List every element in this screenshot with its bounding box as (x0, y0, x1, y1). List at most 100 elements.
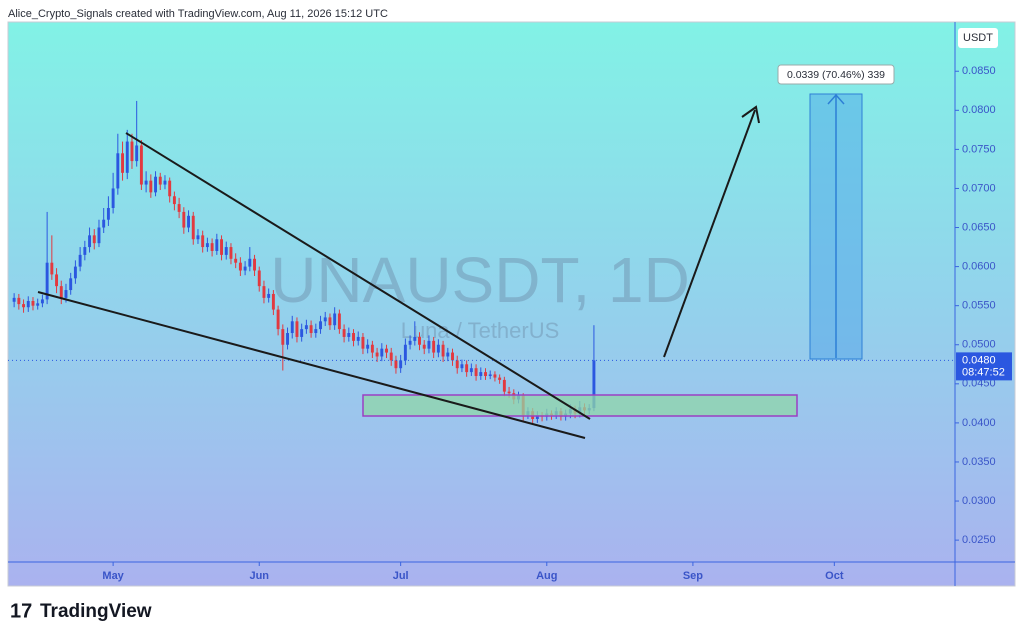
y-tick-label: 0.0400 (962, 417, 996, 429)
candle-body (220, 239, 223, 255)
candle-body (78, 254, 82, 267)
x-tick-label: Jun (249, 570, 269, 582)
candle-body (106, 207, 110, 220)
candle-body (493, 374, 497, 378)
candle-body (201, 235, 205, 248)
candle-body (73, 266, 77, 279)
candle-body (267, 293, 271, 298)
candle-body (286, 333, 289, 345)
candle-body (36, 303, 40, 306)
candle-body (243, 266, 247, 271)
candle-body (488, 374, 492, 377)
candle-body (356, 336, 360, 341)
candle-body (592, 360, 596, 409)
candle-body (50, 262, 54, 275)
candle-body (271, 293, 275, 310)
brand-icon: 17 (10, 600, 32, 622)
candle-body (111, 188, 115, 208)
candle-body (427, 340, 431, 349)
plot-bg (7, 21, 1016, 587)
last-price: 0.0480 (962, 354, 996, 366)
y-tick-label: 0.0250 (962, 534, 996, 546)
candle-body (177, 204, 181, 212)
candle-body (154, 176, 158, 193)
brand-logo: 17 TradingView (10, 600, 152, 622)
drawings: 0.0339 (70.46%) 339 (37, 64, 895, 439)
candle-body (121, 153, 125, 173)
measure-label-box (777, 64, 895, 85)
candle-body (234, 258, 238, 263)
watermark-sub: Luna / TetherUS (401, 318, 560, 343)
wedge-upper (125, 132, 591, 420)
candle-body (337, 313, 341, 330)
wedge-lower (37, 291, 586, 439)
x-tick-label: May (102, 570, 124, 582)
candle-body (83, 247, 87, 255)
candle-body (88, 235, 92, 248)
candle-body (229, 247, 233, 259)
y-tick-label: 0.0650 (962, 221, 996, 233)
candle-body (92, 235, 96, 244)
candle-body (535, 415, 539, 419)
candle-body (323, 317, 327, 322)
candle-body (172, 196, 176, 205)
candle-body (210, 243, 214, 251)
last-price-box (956, 352, 1012, 381)
candle-body (168, 180, 172, 197)
candle-body (69, 278, 73, 291)
candle-body (196, 235, 200, 240)
candle-body (45, 262, 49, 300)
candle-body (59, 286, 63, 298)
y-tick-label: 0.0600 (962, 261, 996, 273)
candle-body (366, 344, 370, 349)
candle-body (257, 270, 261, 287)
candle-body (55, 274, 59, 287)
x-tick-label: Jul (393, 570, 409, 582)
candle-body (319, 321, 322, 330)
candle-body (446, 352, 450, 357)
candle-body (116, 153, 120, 189)
candle-body (418, 336, 421, 345)
candle-body (304, 325, 308, 330)
candle-body (253, 258, 256, 271)
candle-body (135, 145, 139, 162)
support-zone (362, 394, 798, 417)
candle-body (389, 352, 393, 361)
candle-body (295, 321, 299, 337)
candle-body (352, 333, 355, 341)
candle-body (102, 219, 106, 228)
x-tick-label: Sep (683, 570, 703, 582)
projection-arrow (663, 109, 756, 358)
watermark: UNAUSDT, 1D (270, 244, 690, 316)
candle-body (149, 180, 153, 193)
candle-body (474, 368, 478, 377)
candle-body (163, 180, 167, 185)
candle-body (248, 258, 252, 267)
candle-body (451, 352, 454, 361)
brand: TradingView (40, 601, 152, 622)
candle-body (125, 141, 129, 173)
candle-body (64, 290, 68, 298)
candle-body (290, 321, 294, 334)
candle-body (469, 368, 473, 373)
candle-body (385, 348, 388, 353)
candle-body (191, 215, 195, 240)
candle-body (281, 329, 285, 345)
y-tick-label: 0.0850 (962, 65, 996, 77)
y-tick-label: 0.0500 (962, 339, 996, 351)
candle-body (333, 313, 337, 326)
candle-body (413, 336, 417, 341)
candle-body (300, 329, 304, 337)
candle-body (22, 304, 26, 308)
candle-body (370, 344, 374, 353)
arrow-head (741, 105, 760, 124)
candle-body (158, 176, 162, 185)
candle-body (403, 344, 407, 361)
candle-body (399, 360, 403, 369)
currency-box (958, 28, 998, 48)
measure-head (827, 93, 845, 105)
candle-body (31, 300, 35, 306)
y-tick-label: 0.0350 (962, 456, 996, 468)
